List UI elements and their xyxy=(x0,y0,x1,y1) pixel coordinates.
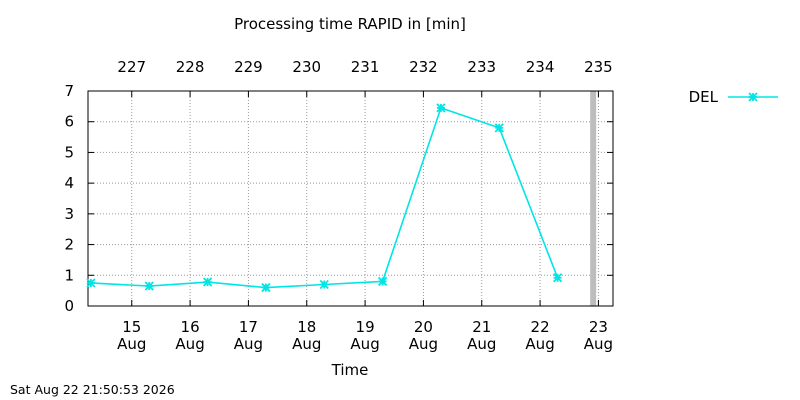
x-tick-label-day: 17 xyxy=(239,318,258,336)
x-tick-label-month: Aug xyxy=(234,335,263,353)
x-tick-label-top: 229 xyxy=(234,58,263,76)
data-point xyxy=(202,277,213,287)
y-tick-label: 4 xyxy=(64,174,74,192)
legend: DEL xyxy=(689,88,778,106)
grid xyxy=(88,91,613,306)
x-tick-labels-bottom: 15Aug16Aug17Aug18Aug19Aug20Aug21Aug22Aug… xyxy=(117,318,613,353)
x-tick-label-top: 227 xyxy=(117,58,146,76)
current-time-band xyxy=(590,91,597,306)
current-time-marker xyxy=(590,91,597,306)
x-tick-label-month: Aug xyxy=(117,335,146,353)
x-tick-label-top: 233 xyxy=(467,58,496,76)
y-tick-label: 2 xyxy=(64,236,74,254)
chart-title: Processing time RAPID in [min] xyxy=(234,15,466,33)
x-tick-label-month: Aug xyxy=(584,335,613,353)
x-tick-label-month: Aug xyxy=(467,335,496,353)
x-tick-label-day: 21 xyxy=(472,318,491,336)
data-point xyxy=(261,282,271,293)
y-tick-labels: 0 1 2 3 4 5 6 7 xyxy=(64,82,74,315)
y-tick-label: 1 xyxy=(64,266,74,284)
x-tick-label-day: 19 xyxy=(356,318,375,336)
y-tick-label: 6 xyxy=(64,113,74,131)
series-group xyxy=(86,103,563,293)
legend-marker-del xyxy=(748,92,758,102)
data-point xyxy=(494,123,504,133)
data-point xyxy=(436,103,446,113)
x-tick-label-top: 232 xyxy=(409,58,438,76)
plot-frame xyxy=(87,90,614,307)
data-point xyxy=(319,279,329,290)
series-line-del xyxy=(90,106,559,289)
x-tick-label-month: Aug xyxy=(175,335,204,353)
x-tick-label-top: 234 xyxy=(526,58,555,76)
axis-ticks xyxy=(88,90,613,307)
x-tick-label-month: Aug xyxy=(525,335,554,353)
x-tick-label-top: 231 xyxy=(351,58,380,76)
x-tick-label-day: 20 xyxy=(414,318,433,336)
x-tick-label-day: 16 xyxy=(181,318,200,336)
x-axis-label: Time xyxy=(331,361,369,379)
y-tick-label: 5 xyxy=(64,143,74,161)
x-tick-label-day: 15 xyxy=(122,318,141,336)
data-point xyxy=(377,276,388,287)
x-tick-label-day: 22 xyxy=(531,318,550,336)
x-tick-label-day: 23 xyxy=(589,318,608,336)
x-tick-label-month: Aug xyxy=(350,335,379,353)
data-point xyxy=(86,278,96,288)
y-tick-label: 7 xyxy=(64,82,74,100)
legend-label-del: DEL xyxy=(689,88,719,106)
x-tick-label-top: 230 xyxy=(292,58,321,76)
x-tick-label-top: 235 xyxy=(584,58,613,76)
x-tick-label-month: Aug xyxy=(292,335,321,353)
y-tick-label: 0 xyxy=(64,297,74,315)
x-tick-labels-top: 227 228 229 230 231 232 233 234 235 xyxy=(117,58,612,76)
x-tick-label-day: 18 xyxy=(297,318,316,336)
x-tick-label-month: Aug xyxy=(409,335,438,353)
x-tick-label-top: 228 xyxy=(176,58,205,76)
data-point xyxy=(144,281,154,291)
y-tick-label: 3 xyxy=(64,205,74,223)
footer-timestamp: Sat Aug 22 21:50:53 2026 xyxy=(10,382,175,397)
data-point xyxy=(552,273,563,283)
